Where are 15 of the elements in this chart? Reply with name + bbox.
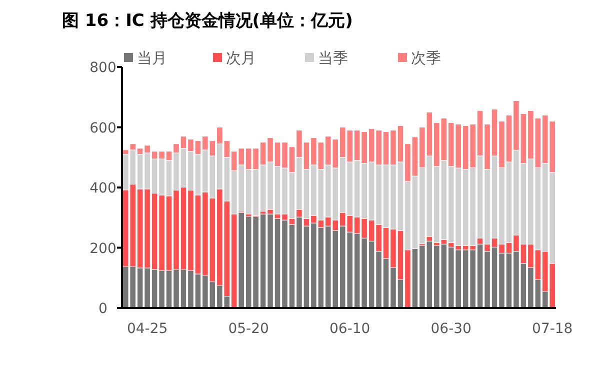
x-tick-label: 05-20 [228, 321, 269, 337]
x-tick-label: 06-10 [330, 321, 370, 337]
legend-label: 次月 [226, 49, 256, 67]
y-tick-label: 200 [90, 240, 116, 257]
y-tick-label: 400 [90, 180, 116, 196]
legend-label: 当季 [318, 49, 348, 67]
y-tick-label: 800 [90, 60, 116, 76]
chart-title: 图 16：IC 持仓资金情况(单位：亿元) [62, 11, 353, 31]
y-tick-label: 0 [98, 301, 108, 317]
x-tick-label: 04-25 [126, 321, 168, 337]
legend-label: 当月 [137, 49, 167, 67]
y-tick-label: 600 [90, 120, 116, 136]
x-tick-label: 07-18 [532, 321, 573, 337]
x-tick-label: 06-30 [430, 321, 472, 337]
legend-label: 次季 [411, 49, 441, 67]
